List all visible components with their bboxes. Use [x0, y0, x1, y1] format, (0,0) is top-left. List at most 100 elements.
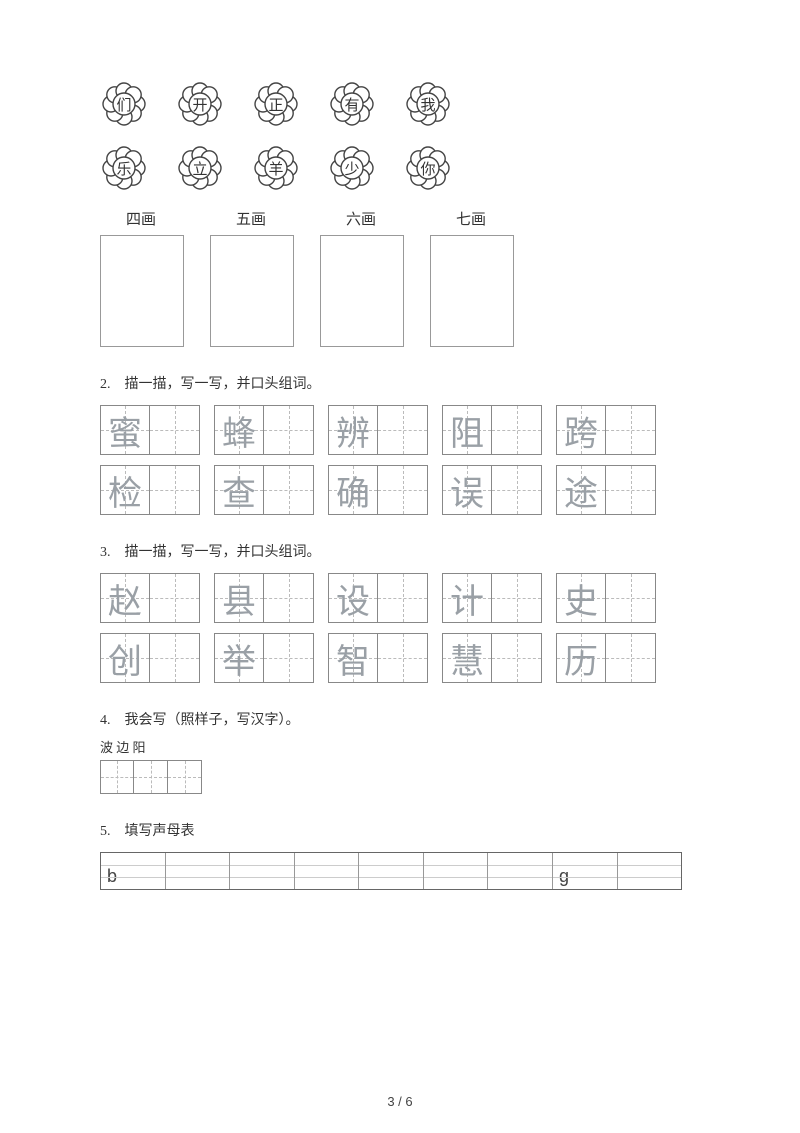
practice-pair: 历: [556, 633, 656, 683]
write-cell-small[interactable]: [168, 760, 202, 794]
flower-char: 有: [344, 94, 359, 115]
pinyin-cell[interactable]: [618, 853, 682, 889]
trace-cell: 查: [214, 465, 264, 515]
stroke-answer-box[interactable]: [320, 235, 404, 347]
trace-cell: 县: [214, 573, 264, 623]
page-number: 3 / 6: [0, 1094, 800, 1109]
practice-pair: 创: [100, 633, 200, 683]
write-cell[interactable]: [492, 405, 542, 455]
practice-pair: 计: [442, 573, 542, 623]
practice-pair: 智: [328, 633, 428, 683]
flower-badge: 你: [404, 144, 452, 192]
pinyin-cell[interactable]: g: [553, 853, 618, 889]
trace-cell: 智: [328, 633, 378, 683]
pinyin-cell[interactable]: [166, 853, 231, 889]
flower-badge: 乐: [100, 144, 148, 192]
stroke-column: 五画: [210, 208, 292, 347]
write-cell-small[interactable]: [134, 760, 168, 794]
practice-pair: 查: [214, 465, 314, 515]
write-cell[interactable]: [606, 633, 656, 683]
write-cell[interactable]: [606, 573, 656, 623]
write-cell[interactable]: [378, 405, 428, 455]
q3-row-2: 创 举 智 慧 历: [100, 633, 700, 683]
flower-char: 你: [420, 158, 435, 179]
write-cell[interactable]: [492, 573, 542, 623]
trace-cell: 误: [442, 465, 492, 515]
flower-char: 开: [192, 94, 207, 115]
trace-cell: 途: [556, 465, 606, 515]
flower-char: 正: [268, 94, 283, 115]
write-cell[interactable]: [378, 465, 428, 515]
trace-cell: 跨: [556, 405, 606, 455]
practice-pair: 检: [100, 465, 200, 515]
stroke-label: 五画: [210, 208, 292, 229]
practice-pair: 慧: [442, 633, 542, 683]
practice-pair: 误: [442, 465, 542, 515]
q2-row-2: 检 查 确 误 途: [100, 465, 700, 515]
write-cell[interactable]: [150, 573, 200, 623]
flower-badge: 们: [100, 80, 148, 128]
trace-cell: 确: [328, 465, 378, 515]
trace-cell: 慧: [442, 633, 492, 683]
write-cell[interactable]: [606, 465, 656, 515]
flower-badge: 开: [176, 80, 224, 128]
write-cell[interactable]: [264, 405, 314, 455]
pinyin-cell[interactable]: [488, 853, 553, 889]
q4-grid: [100, 760, 700, 794]
question-2-title: 2. 描一描，写一写，并口头组词。: [100, 373, 700, 393]
stroke-answer-box[interactable]: [210, 235, 294, 347]
write-cell[interactable]: [150, 633, 200, 683]
practice-pair: 史: [556, 573, 656, 623]
q3-row-1: 赵 县 设 计 史: [100, 573, 700, 623]
write-cell[interactable]: [150, 405, 200, 455]
write-cell[interactable]: [378, 573, 428, 623]
trace-cell: 历: [556, 633, 606, 683]
practice-pair: 赵: [100, 573, 200, 623]
practice-pair: 蜂: [214, 405, 314, 455]
stroke-answer-box[interactable]: [430, 235, 514, 347]
practice-pair: 蜜: [100, 405, 200, 455]
trace-cell: 举: [214, 633, 264, 683]
stroke-label: 四画: [100, 208, 182, 229]
stroke-count-section: 四画 五画 六画 七画: [100, 208, 700, 347]
write-cell[interactable]: [378, 633, 428, 683]
write-cell[interactable]: [264, 465, 314, 515]
trace-cell: 蜜: [100, 405, 150, 455]
practice-pair: 县: [214, 573, 314, 623]
stroke-column: 四画: [100, 208, 182, 347]
write-cell[interactable]: [264, 573, 314, 623]
write-cell-small[interactable]: [100, 760, 134, 794]
flower-char: 们: [116, 94, 131, 115]
stroke-answer-box[interactable]: [100, 235, 184, 347]
question-3-title: 3. 描一描，写一写，并口头组词。: [100, 541, 700, 561]
trace-cell: 阻: [442, 405, 492, 455]
trace-cell: 史: [556, 573, 606, 623]
write-cell[interactable]: [150, 465, 200, 515]
write-cell[interactable]: [492, 633, 542, 683]
flower-badge: 少: [328, 144, 376, 192]
pinyin-cell[interactable]: [424, 853, 489, 889]
flower-badge: 羊: [252, 144, 300, 192]
stroke-label: 七画: [430, 208, 512, 229]
practice-pair: 辨: [328, 405, 428, 455]
write-cell[interactable]: [492, 465, 542, 515]
pinyin-cell[interactable]: [230, 853, 295, 889]
flower-row-2: 乐 立 羊 少: [100, 144, 700, 192]
practice-pair: 举: [214, 633, 314, 683]
flower-char: 立: [192, 158, 207, 179]
pinyin-cell[interactable]: b: [101, 853, 166, 889]
flower-badge: 正: [252, 80, 300, 128]
write-cell[interactable]: [264, 633, 314, 683]
flower-char: 乐: [116, 158, 131, 179]
flower-row-1: 们 开 正 有: [100, 80, 700, 128]
practice-pair: 确: [328, 465, 428, 515]
q2-row-1: 蜜 蜂 辨 阻 跨: [100, 405, 700, 455]
stroke-column: 七画: [430, 208, 512, 347]
write-cell[interactable]: [606, 405, 656, 455]
pinyin-cell[interactable]: [359, 853, 424, 889]
pinyin-table: bg: [100, 852, 682, 890]
question-5-title: 5. 填写声母表: [100, 820, 700, 840]
pinyin-cell[interactable]: [295, 853, 360, 889]
flower-char: 少: [344, 158, 359, 179]
trace-cell: 检: [100, 465, 150, 515]
